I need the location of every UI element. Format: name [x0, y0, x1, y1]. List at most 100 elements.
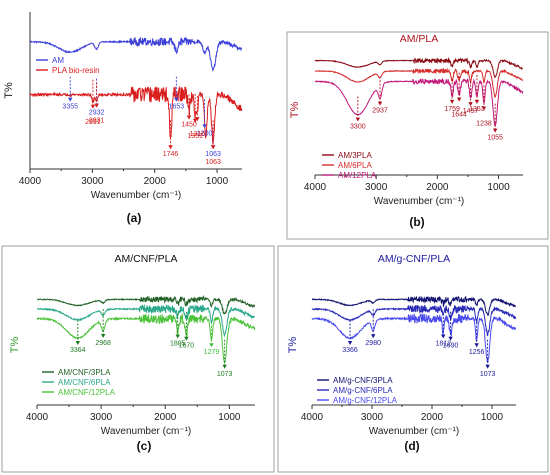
annotation-label: 1759 [444, 106, 460, 113]
annotation-label: 1063 [205, 159, 221, 166]
annotation-label: 2937 [372, 108, 388, 115]
legend-label: AM/g-CNF/3PLA [333, 376, 393, 385]
panel-title: AM/CNF/PLA [114, 253, 177, 265]
annotation-arrowhead [175, 334, 180, 339]
annotation-label: 1353 [469, 106, 485, 113]
x-tick-label: 3000 [361, 412, 384, 423]
series-line [311, 313, 517, 364]
annotation-arrowhead [202, 124, 207, 129]
annotation-label: 1073 [480, 371, 496, 378]
x-tick-label: 3000 [81, 176, 104, 187]
annotation-arrowhead [94, 103, 99, 108]
annotation-label: 3364 [70, 347, 86, 354]
annotation-label: 1690 [443, 343, 459, 350]
annotation-label: 1256 [469, 349, 485, 356]
panel-a: 4000 3000 2000 1000 Wavenumber (cm⁻¹) T% (a) 33… [3, 12, 243, 225]
legend-label: AM/CNF/6PLA [58, 378, 111, 387]
annotation-label: 1653 [169, 104, 185, 111]
x-tick-label: 2000 [421, 412, 444, 423]
panel-b-frame [286, 31, 549, 240]
legend-label: AM/3PLA [338, 151, 372, 160]
x-tick-label: 4000 [301, 412, 324, 423]
legend-label: AM [52, 56, 64, 65]
annotation-arrowhead [174, 97, 179, 102]
x-tick-label: 2000 [426, 182, 449, 193]
annotation-label: 2968 [95, 340, 111, 347]
series-line [29, 36, 243, 72]
annotation-label: 1316 [190, 131, 206, 138]
x-tick-label: 4000 [26, 412, 49, 423]
annotation-arrowhead [100, 333, 106, 338]
legend-label: AM/g-CNF/12PLA [333, 396, 398, 405]
x-axis-label: Wavenumber (cm⁻¹) [374, 196, 464, 207]
series-line [314, 77, 524, 127]
y-axis-label: T% [3, 82, 15, 99]
x-axis-label: Wavenumber (cm⁻¹) [101, 426, 191, 437]
y-axis-label: T% [289, 102, 301, 119]
annotation-arrowhead [68, 97, 73, 102]
x-tick-label: 4000 [19, 176, 42, 187]
legend-label: AM/g-CNF/6PLA [333, 386, 393, 395]
annotation-arrowhead [209, 343, 214, 348]
annotation-label: 1351 [187, 133, 203, 140]
annotation-label: 3300 [350, 124, 366, 131]
series-line [315, 67, 524, 98]
x-tick-label: 2000 [144, 176, 167, 187]
annotation-label: 1055 [487, 135, 503, 142]
panel-label: (c) [137, 439, 152, 453]
panel-c-frame [1, 245, 275, 473]
panel-title: AM/g-CNF/PLA [378, 253, 450, 265]
annotation-label: 2932 [89, 110, 105, 117]
annotation-arrowhead [448, 336, 453, 341]
series-line [36, 303, 255, 338]
annotation-arrowhead [184, 336, 189, 341]
panel-label: (a) [127, 211, 142, 225]
annotation-arrowhead [492, 128, 498, 133]
series-line [29, 85, 243, 145]
annotation-arrowhead [371, 334, 376, 339]
series-line [37, 294, 256, 315]
annotation-arrowhead [474, 99, 480, 104]
annotation-arrowhead [222, 364, 227, 369]
x-tick-label: 3000 [365, 182, 388, 193]
annotation-arrowhead [347, 341, 353, 346]
series-line [311, 304, 517, 337]
legend-label: AM/CNF/3PLA [58, 368, 111, 377]
annotation-label: 2980 [365, 340, 381, 347]
annotation-arrowhead [481, 106, 487, 111]
annotation-label: 1200 [197, 130, 213, 137]
y-axis-label: T% [287, 337, 299, 354]
annotation-arrowhead [186, 115, 192, 120]
x-axis-label: Wavenumber (cm⁻¹) [91, 190, 181, 201]
annotation-arrowhead [456, 97, 462, 102]
legend-label: AM/CNF/12PLA [58, 388, 116, 397]
legend-label: AM/6PLA [338, 161, 372, 170]
annotation-label: 1644 [451, 112, 467, 119]
x-tick-label: 4000 [304, 182, 327, 193]
panel-d-frame [277, 245, 549, 473]
legend-label: PLA bio-resin [52, 66, 100, 75]
panel-title: AM/PLA [400, 33, 439, 45]
x-tick-label: 1000 [206, 176, 229, 187]
annotation-arrowhead [355, 117, 361, 122]
annotation-label: 1812 [435, 341, 451, 348]
panel-d: 4000 3000 2000 1000 Wavenumber (cm⁻¹) T% AM/g-… [287, 253, 517, 453]
series-line [311, 295, 517, 317]
annotation-label: 2931 [89, 118, 105, 125]
annotation-label: 2991 [85, 119, 101, 126]
annotation-arrowhead [168, 145, 173, 150]
annotation-label: 1670 [179, 343, 195, 350]
annotation-arrowhead [195, 117, 200, 122]
annotation-arrowhead [468, 102, 473, 107]
annotation-label: 3355 [62, 104, 78, 111]
annotation-arrowhead [474, 343, 479, 348]
annotation-label: 1805 [170, 341, 186, 348]
annotation-arrowhead [377, 101, 383, 106]
annotation-arrowhead [90, 104, 96, 109]
annotation-label: 3366 [342, 347, 358, 354]
annotation-label: 1457 [463, 108, 479, 115]
legend-label: AM/12PLA [338, 171, 377, 180]
panel-c: 4000 3000 2000 1000 Wavenumber (cm⁻¹) T% AM/CN… [9, 253, 256, 453]
